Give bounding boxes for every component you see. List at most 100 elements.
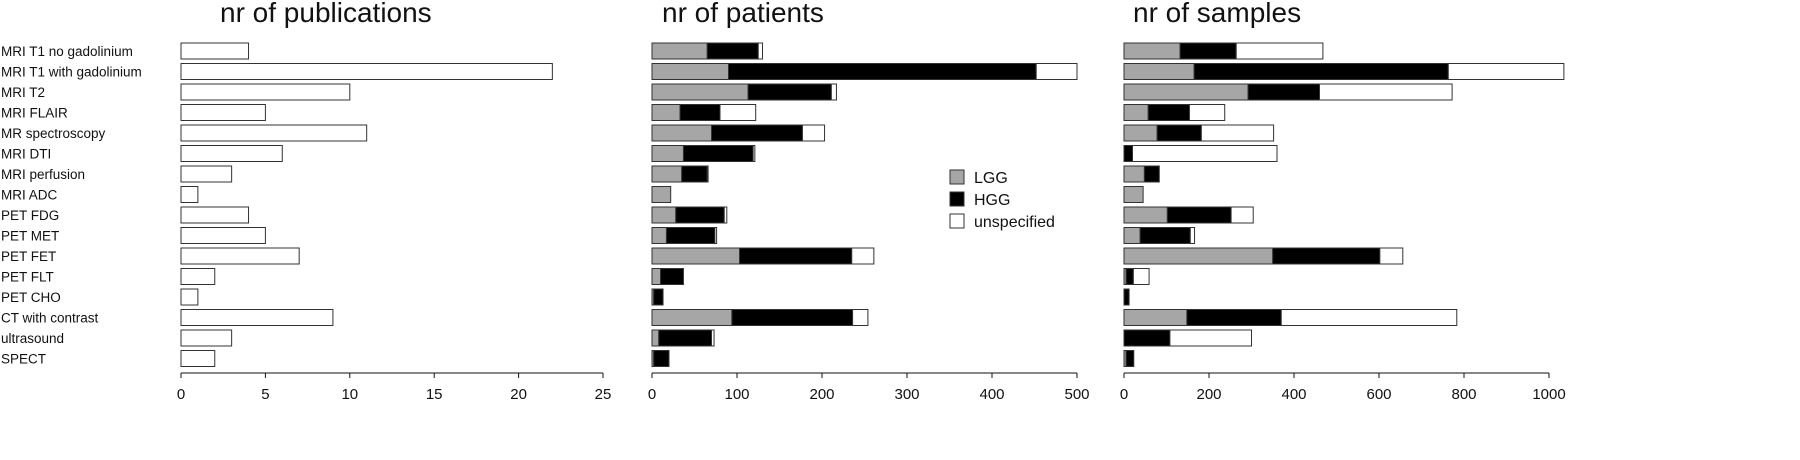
bar-segment-unspecified: [719, 104, 757, 121]
bar-segment-hgg: [665, 227, 716, 244]
x-tick-label: 100: [724, 386, 749, 403]
bar-segment-unspecified: [830, 83, 837, 101]
bar-segment-unspecified: [1169, 329, 1253, 347]
bar-segment-unspecified: [1319, 83, 1453, 101]
bar-segment-unspecified: [723, 206, 728, 224]
legend-swatch-lgg: [949, 169, 965, 185]
bar-segment-lgg: [1123, 83, 1249, 101]
bar-segment-hgg: [1247, 83, 1320, 101]
bar-segment-unspecified: [852, 309, 869, 326]
bar-segment-hgg: [1156, 124, 1202, 142]
bar-segment-unspecified: [1280, 309, 1458, 326]
bar-segment-hgg: [1272, 247, 1381, 265]
bar: [180, 227, 266, 244]
bar-segment-unspecified: [851, 247, 875, 265]
bar: [180, 145, 283, 162]
bar-segment-lgg: [651, 206, 677, 224]
category-label: MRI DTI: [1, 147, 51, 162]
bar-segment-lgg: [1123, 247, 1274, 265]
category-label: PET FDG: [1, 208, 59, 223]
bar-segment-hgg: [706, 42, 759, 60]
bar-segment-unspecified: [714, 227, 718, 244]
bar-segment-hgg: [660, 268, 684, 285]
x-tick-label: 5: [261, 386, 269, 403]
bar-segment-hgg: [658, 329, 712, 347]
legend-swatch-unspecified: [949, 213, 965, 229]
x-tick-label: 15: [426, 386, 443, 403]
bar: [180, 206, 250, 224]
category-label: CT with contrast: [1, 311, 99, 326]
bar-segment-lgg: [651, 309, 733, 326]
bar-segment-lgg: [1123, 309, 1188, 326]
bar-segment-unspecified: [1379, 247, 1404, 265]
x-tick-label: 400: [979, 386, 1004, 403]
x-tick-label: 500: [1064, 386, 1089, 403]
bar-segment-hgg: [1139, 227, 1191, 244]
bar-segment-hgg: [1166, 206, 1232, 224]
bar-segment-hgg: [1125, 350, 1135, 367]
bar-segment-unspecified: [1189, 227, 1196, 244]
panel-title-0: nr of publications: [220, 0, 432, 28]
bar: [180, 329, 233, 347]
bar-segment-lgg: [651, 165, 683, 183]
bar-segment-hgg: [1147, 104, 1190, 121]
bar-segment-hgg: [739, 247, 853, 265]
bar: [180, 309, 334, 326]
category-label: MRI T2: [1, 85, 45, 100]
bar-segment-lgg: [1123, 124, 1158, 142]
category-label: MRI perfusion: [1, 167, 85, 182]
bar-segment-hgg: [679, 104, 721, 121]
bar-segment-hgg: [711, 124, 803, 142]
bar-segment-hgg: [1123, 329, 1171, 347]
category-label: PET FLT: [1, 270, 54, 285]
bar-segment-hgg: [1193, 63, 1449, 80]
bar-segment-lgg: [1123, 227, 1141, 244]
bar-segment-unspecified: [752, 145, 756, 162]
bar: [180, 288, 199, 306]
bar-segment-hgg: [728, 63, 1037, 80]
category-label: ultrasound: [1, 331, 64, 346]
x-tick-label: 0: [648, 386, 656, 403]
x-tick-label: 200: [1196, 386, 1221, 403]
bar: [180, 104, 266, 121]
x-tick-label: 800: [1451, 386, 1476, 403]
bar-segment-hgg: [653, 350, 670, 367]
bar-segment-unspecified: [1035, 63, 1078, 80]
x-tick-label: 0: [1120, 386, 1128, 403]
bar-segment-lgg: [651, 63, 729, 80]
bar: [180, 42, 250, 60]
bar-segment-hgg: [675, 206, 725, 224]
bar: [180, 268, 216, 285]
bar: [180, 83, 351, 101]
x-tick-label: 200: [809, 386, 834, 403]
x-tick-label: 10: [341, 386, 358, 403]
category-label: PET FET: [1, 249, 56, 264]
bar-segment-lgg: [651, 268, 661, 285]
panel-title-1: nr of patients: [662, 0, 824, 28]
bar-segment-hgg: [1123, 288, 1130, 306]
x-tick-label: 600: [1366, 386, 1391, 403]
bar-segment-lgg: [651, 186, 672, 203]
x-tick-label: 25: [595, 386, 612, 403]
bar-segment-hgg: [681, 165, 708, 183]
category-label: MR spectroscopy: [1, 126, 106, 141]
bar-segment-unspecified: [711, 329, 715, 347]
panel-title-2: nr of samples: [1133, 0, 1301, 28]
category-label: MRI T1 no gadolinium: [1, 44, 133, 59]
x-tick-label: 1000: [1532, 386, 1565, 403]
bar-segment-hgg: [653, 288, 664, 306]
category-label: MRI T1 with gadolinium: [1, 65, 142, 80]
bar-segment-hgg: [1125, 268, 1134, 285]
legend-swatch-hgg: [949, 191, 965, 207]
bar: [180, 124, 368, 142]
bar-segment-lgg: [651, 124, 712, 142]
bar-segment-unspecified: [1230, 206, 1254, 224]
bar-segment-lgg: [651, 104, 681, 121]
bar: [180, 63, 553, 80]
x-tick-label: 0: [177, 386, 185, 403]
legend-label: unspecified: [974, 214, 1055, 231]
bar-segment-unspecified: [757, 42, 763, 60]
bar: [180, 247, 300, 265]
bar-segment-unspecified: [1200, 124, 1275, 142]
